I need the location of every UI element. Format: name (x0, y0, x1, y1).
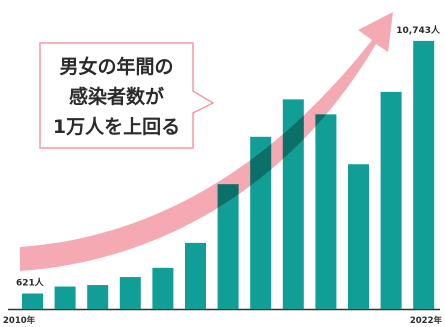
bar-11 (380, 91, 402, 309)
bar-5 (185, 242, 206, 309)
bar-4 (152, 267, 174, 309)
bar-0 (22, 293, 43, 309)
x-tick-label-0: 2010年 (3, 315, 36, 326)
annotation-line-0: 男女の年間の (59, 55, 173, 78)
bar-12 (413, 40, 435, 309)
x-tick-label-12: 2022年 (410, 315, 443, 326)
annotation-bubble (39, 42, 215, 149)
annotation-line-2: 1万人を上回る (53, 116, 180, 138)
bar-1 (54, 286, 76, 309)
bar-10 (348, 164, 369, 309)
bar-2 (87, 285, 109, 309)
trend-arrow (20, 12, 393, 271)
annotation-line-1: 感染者数が (69, 85, 164, 108)
data-label-0: 621人 (16, 277, 45, 289)
bar-9 (315, 114, 337, 309)
bar-6 (217, 184, 239, 309)
data-label-12: 10,743人 (396, 24, 441, 36)
bar-3 (119, 277, 141, 309)
